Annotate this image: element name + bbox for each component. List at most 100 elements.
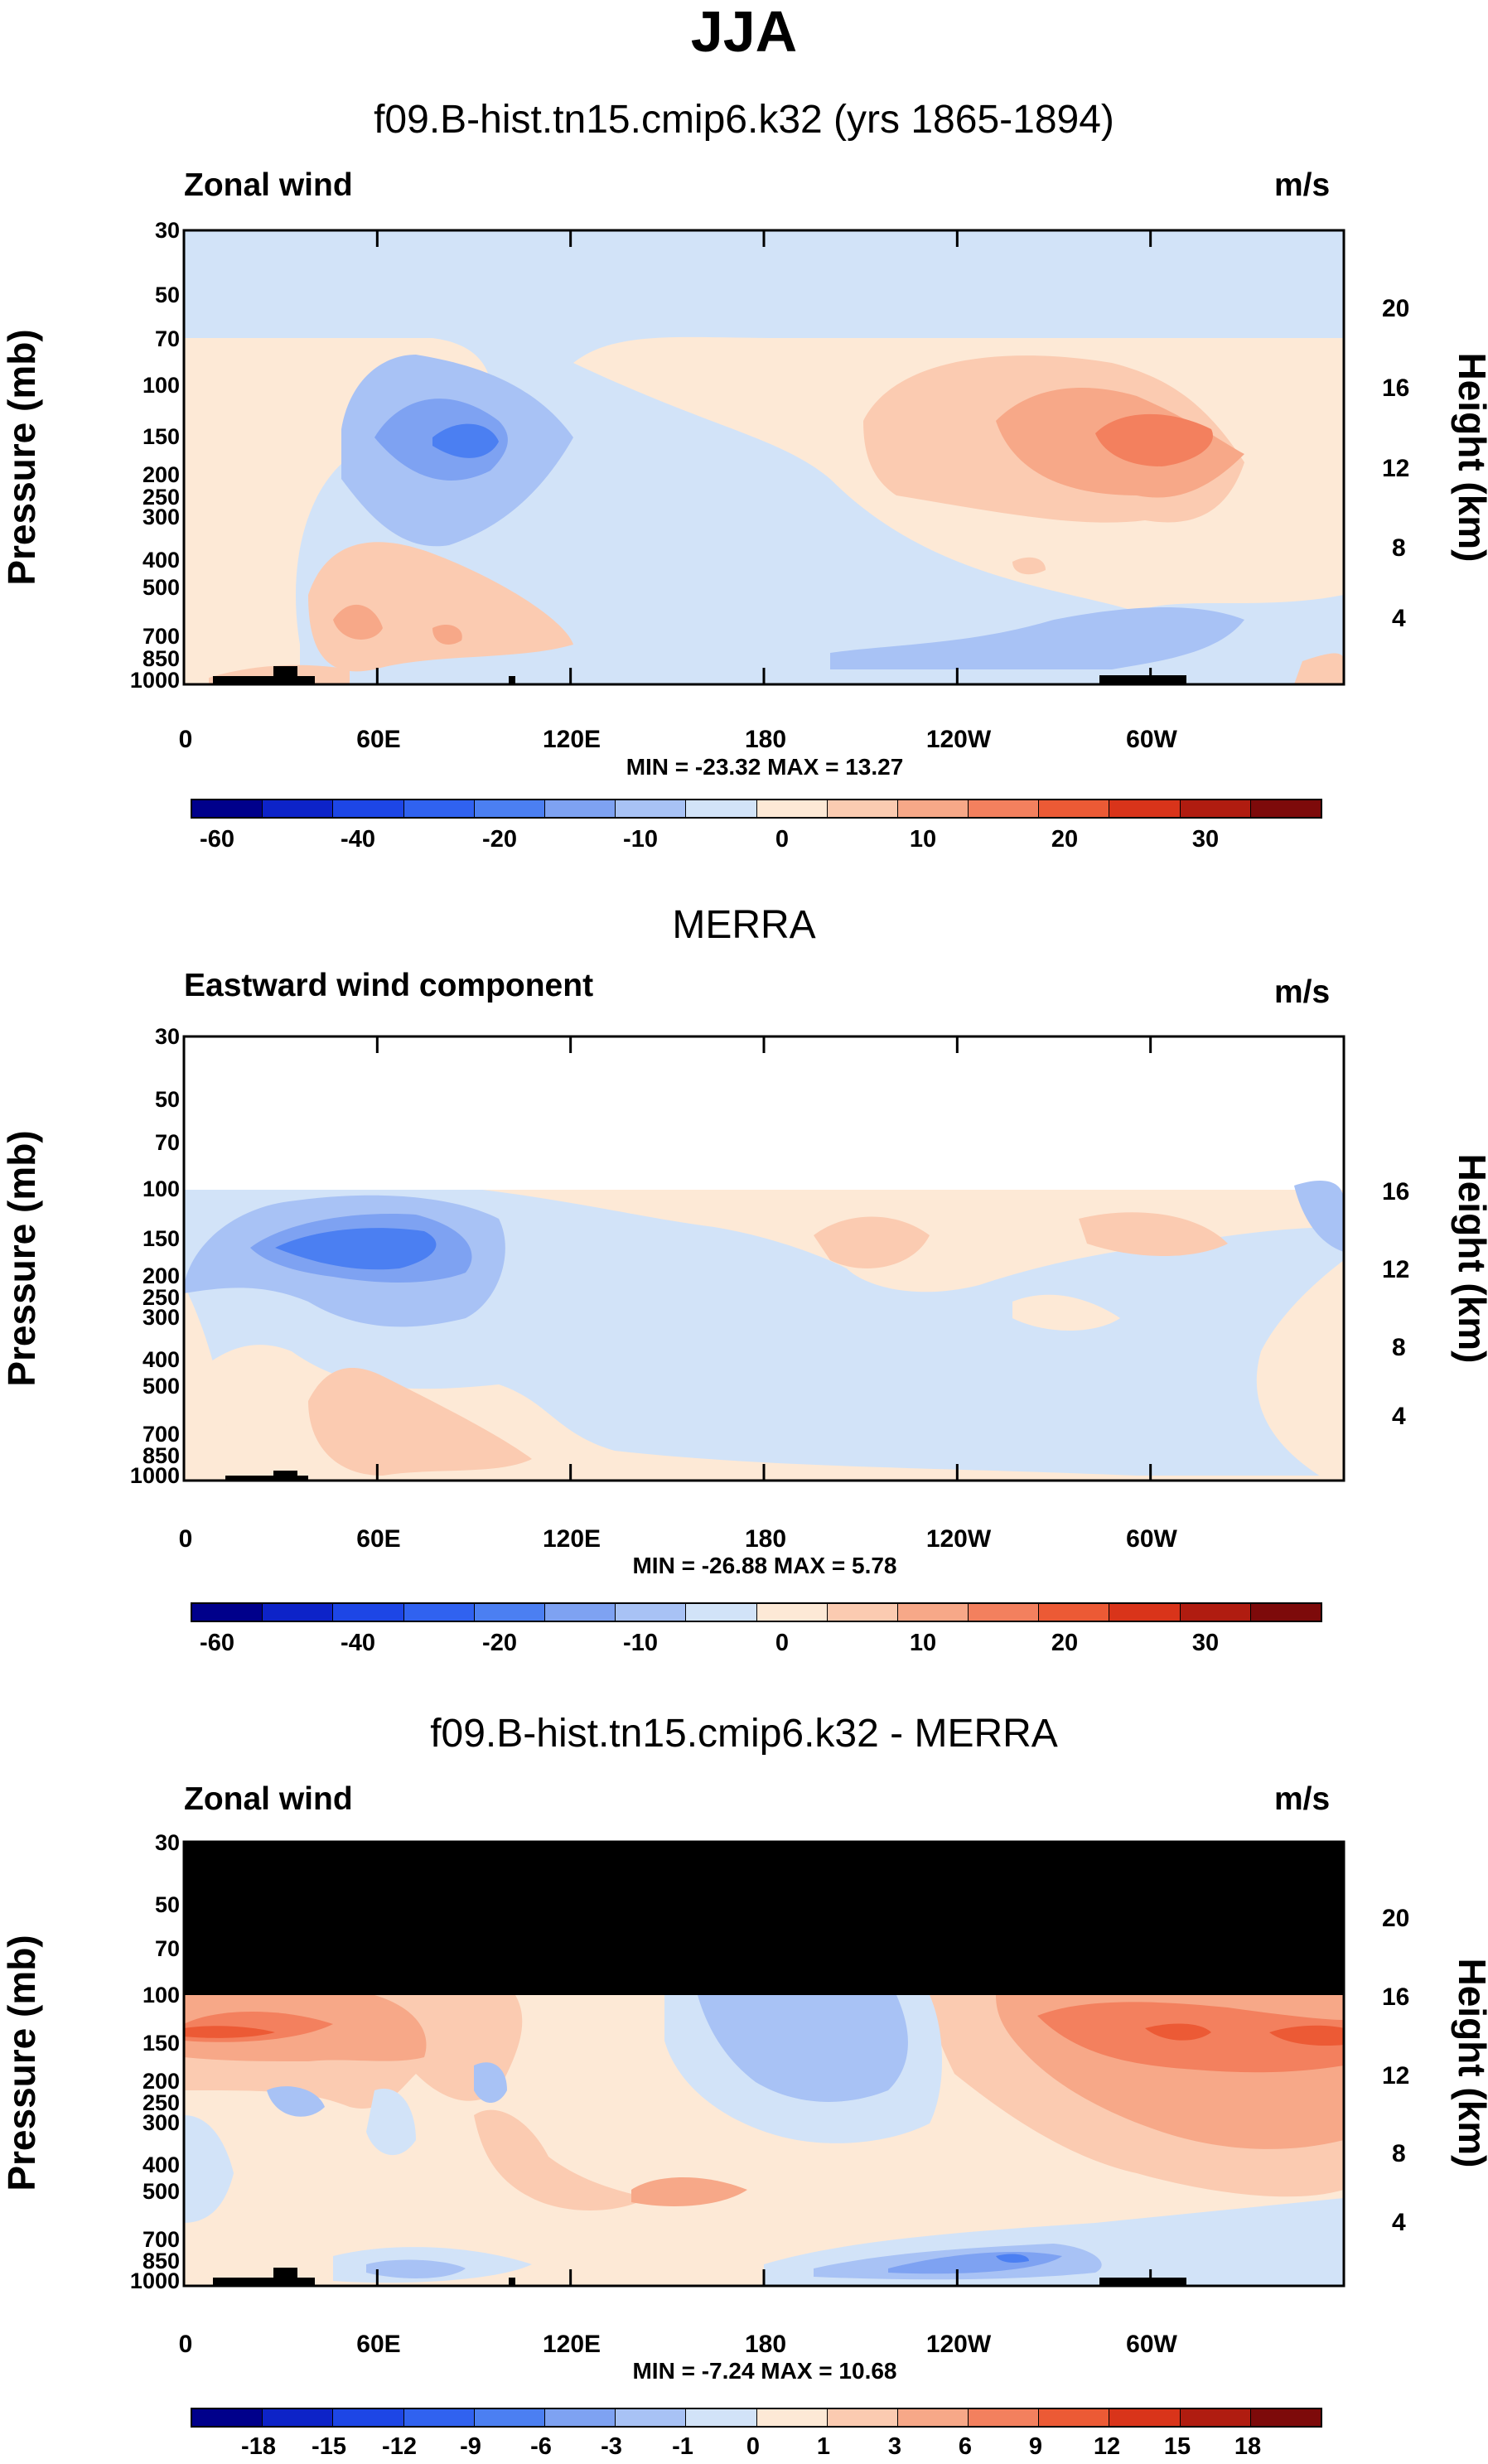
panel-title: f09.B-hist.tn15.cmip6.k32 - MERRA (430, 1712, 1058, 1756)
colorbar-label: 0 (775, 826, 790, 853)
colorbar-swatch (544, 2409, 616, 2426)
lon-tick-label: 60E (356, 726, 401, 753)
pressure-tick-label: 50 (154, 283, 180, 307)
colorbar-label: -18 (241, 2433, 276, 2460)
pressure-tick-label: 500 (142, 575, 180, 600)
colorbar-swatch (1039, 1604, 1110, 1621)
colorbar-swatch (756, 1604, 828, 1621)
colorbar-swatch (474, 800, 545, 817)
height-tick-label: 8 (1392, 2140, 1406, 2167)
topography-mask (213, 2268, 1186, 2286)
pressure-tick-label: 850 (142, 1443, 180, 1468)
colorbar-swatch (544, 1604, 616, 1621)
lon-tick-label: 0 (178, 2331, 193, 2358)
colorbar-label: 0 (746, 2433, 761, 2460)
colorbar-swatch (616, 800, 687, 817)
colorbar-swatch (474, 1604, 545, 1621)
colorbar-label: -10 (623, 826, 658, 853)
lon-tick-label: 60W (1126, 2331, 1177, 2358)
pressure-tick-label: 70 (154, 1130, 180, 1155)
colorbar-swatch (192, 2409, 263, 2426)
colorbar-label: 3 (887, 2433, 902, 2460)
colorbar-swatch (1180, 800, 1251, 817)
pressure-tick-label: 850 (142, 646, 180, 671)
pressure-tick-label: 150 (142, 1226, 180, 1251)
surface-westerly-contour (432, 624, 462, 645)
axis-ticks (182, 1036, 1152, 1481)
negative-anomaly-contour (996, 2254, 1029, 2263)
lon-tick-label: 120E (542, 1525, 601, 1553)
colorbar-label: 12 (1093, 2433, 1121, 2460)
pressure-tick-label: 250 (142, 1285, 180, 1310)
pressure-tick-label: 70 (154, 326, 180, 351)
pressure-tick-label: 400 (142, 1347, 180, 1372)
pressure-tick-label: 250 (142, 2090, 180, 2115)
colorbar-label: 30 (1191, 1630, 1220, 1656)
colorbar-label: 0 (775, 1630, 790, 1656)
colorbar-label: 18 (1234, 2433, 1262, 2460)
colorbar-label: -12 (382, 2433, 417, 2460)
colorbar-swatch (756, 800, 828, 817)
colorbar-swatch (403, 2409, 475, 2426)
colorbar-swatch (192, 800, 263, 817)
pressure-tick-label: 700 (142, 624, 180, 649)
colorbar-swatch (403, 1604, 475, 1621)
colorbar-label: -3 (601, 2433, 622, 2460)
westerly-band-contour (1012, 557, 1046, 575)
colorbar-swatch (616, 1604, 687, 1621)
colorbar-swatch (333, 800, 404, 817)
height-tick-label: 4 (1392, 605, 1406, 632)
negative-anomaly-contour (698, 1995, 908, 2102)
lon-tick-label: 180 (744, 726, 787, 753)
y-axis-title: Pressure (mb) (0, 329, 43, 586)
colorbar-label: 1 (816, 2433, 831, 2460)
colorbar-swatch (969, 1604, 1040, 1621)
pressure-tick-label: 100 (142, 373, 180, 398)
colorbar-swatch (827, 1604, 898, 1621)
colorbar-label: -9 (460, 2433, 481, 2460)
height-tick-label: 4 (1392, 2209, 1406, 2236)
axis-ticks (182, 1842, 1152, 2286)
negative-anomaly-contour (184, 2115, 234, 2223)
height-tick-label: 8 (1392, 534, 1406, 562)
height-tick-label: 8 (1392, 1334, 1406, 1361)
pressure-tick-label: 100 (142, 1176, 180, 1201)
colorbar-label: -15 (312, 2433, 346, 2460)
surface-westerly-contour (333, 604, 383, 640)
lon-tick-label: 180 (744, 1525, 787, 1553)
left-string: Zonal wind (184, 1781, 353, 1817)
surface-westerly-contour (814, 1216, 930, 1268)
units-label: m/s (1274, 1781, 1331, 1817)
y-axis-title: Pressure (mb) (0, 1935, 43, 2191)
y2-axis-title: Height (km) (1451, 1153, 1488, 1364)
left-string: Eastward wind component (184, 968, 594, 1003)
main-title: JJA (690, 0, 798, 64)
surface-westerly-contour (1294, 653, 1344, 684)
colorbar-swatch (263, 1604, 334, 1621)
positive-anomaly-contour (1269, 2025, 1344, 2046)
colorbar-swatch (827, 2409, 898, 2426)
colorbar-label: 10 (909, 826, 937, 853)
colorbar-label: -6 (530, 2433, 552, 2460)
colorbar-swatch (1250, 800, 1321, 817)
colorbar-swatch (969, 2409, 1040, 2426)
height-tick-label: 16 (1382, 1983, 1410, 2011)
y-axis-title: Pressure (mb) (0, 1130, 43, 1387)
axis-ticks (182, 230, 1152, 684)
contour-plot (182, 229, 1345, 686)
min-max-label: MIN = -23.32 MAX = 13.27 (626, 754, 904, 780)
y2-axis-title: Height (km) (1451, 352, 1488, 563)
y2-axis-title: Height (km) (1451, 1958, 1488, 2168)
pressure-tick-label: 200 (142, 462, 180, 487)
surface-westerly-contour (308, 542, 573, 672)
colorbar-label: -40 (341, 1630, 375, 1656)
easterly-jet-contour (432, 423, 499, 458)
panel-title: f09.B-hist.tn15.cmip6.k32 (yrs 1865-1894… (374, 98, 1114, 142)
colorbar-swatch (333, 2409, 404, 2426)
colorbar-swatch (897, 1604, 969, 1621)
panel-title: MERRA (672, 903, 816, 947)
pressure-tick-label: 1000 (129, 1463, 180, 1488)
lon-tick-label: 60E (356, 1525, 401, 1553)
colorbar-swatch (686, 800, 757, 817)
colorbar-label: 30 (1191, 826, 1220, 853)
